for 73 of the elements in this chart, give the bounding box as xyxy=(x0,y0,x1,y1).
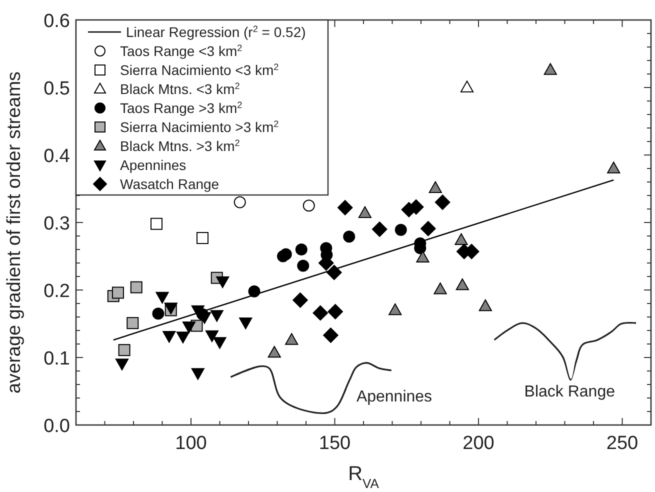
point xyxy=(292,292,308,308)
y-tick-label: 0.4 xyxy=(44,146,70,167)
legend-label: Black Mtns. >3 km$^{2}$ xyxy=(120,138,240,154)
point xyxy=(126,317,139,330)
y-tick-label: 0.3 xyxy=(44,214,70,234)
point xyxy=(428,181,442,193)
annotation: Black Range xyxy=(524,384,616,401)
point xyxy=(248,285,260,298)
point xyxy=(130,281,142,294)
x-axis-title: R$_{VA}$ xyxy=(348,463,380,490)
point xyxy=(295,244,308,256)
y-tick-label: 0.0 xyxy=(44,416,70,437)
point xyxy=(280,248,292,260)
point xyxy=(394,224,407,236)
point xyxy=(196,232,208,244)
y-tick-label: 0.1 xyxy=(44,348,70,370)
y-tick-label: 0.6 xyxy=(44,11,70,32)
point xyxy=(118,344,130,356)
point xyxy=(156,292,169,304)
point xyxy=(216,276,230,288)
legend-label: Linear Regression (r$^{2}$ = 0.52) xyxy=(126,24,306,40)
point xyxy=(434,282,447,294)
point xyxy=(358,206,372,218)
y-tick-label: 0.5 xyxy=(44,78,70,100)
legend-label: Black Mtns. <3 km$^{2}$ xyxy=(120,81,240,97)
point xyxy=(416,250,430,262)
point xyxy=(152,308,164,320)
point xyxy=(191,305,204,318)
legend-label: Sierra Nacimiento >3 km$^{2}$ xyxy=(120,119,279,135)
point xyxy=(297,260,310,272)
point xyxy=(162,331,176,343)
point xyxy=(544,63,557,75)
point xyxy=(420,220,436,236)
point xyxy=(239,318,252,330)
point xyxy=(372,222,388,237)
point xyxy=(268,346,281,358)
point xyxy=(176,332,190,344)
y-axis-title: average gradient of first order streams xyxy=(4,71,25,394)
point xyxy=(328,304,343,320)
x-tick-label: 200 xyxy=(462,433,494,454)
point xyxy=(302,200,315,212)
legend-label: Taos Range >3 km$^{2}$ xyxy=(120,100,242,116)
point xyxy=(205,330,219,342)
legend-label: Sierra Nacimiento <3 km$^{2}$ xyxy=(120,62,279,78)
point xyxy=(150,218,162,230)
point xyxy=(456,278,469,290)
annotation: Apennines xyxy=(356,388,432,406)
point xyxy=(112,286,124,299)
x-tick-label: 150 xyxy=(318,433,351,454)
point xyxy=(285,333,298,345)
point xyxy=(326,264,342,280)
x-tick-label: 250 xyxy=(606,433,638,454)
point xyxy=(388,303,402,316)
point xyxy=(478,299,492,312)
point xyxy=(607,162,620,174)
point xyxy=(460,80,474,92)
point xyxy=(343,230,356,243)
point xyxy=(191,368,204,380)
legend-label: Taos Range <3 km$^{2}$ xyxy=(120,43,242,59)
point xyxy=(182,322,196,334)
point xyxy=(434,194,450,210)
x-tick-label: 100 xyxy=(175,433,207,454)
legend-label: Apennines xyxy=(120,157,186,173)
point xyxy=(213,337,226,349)
point xyxy=(234,196,246,208)
point xyxy=(337,200,353,216)
point xyxy=(454,233,468,245)
point xyxy=(312,305,328,321)
point xyxy=(323,328,338,343)
legend-label: Wasatch Range xyxy=(120,176,220,192)
point xyxy=(210,310,224,322)
y-tick-label: 0.2 xyxy=(44,281,70,302)
point xyxy=(115,358,129,370)
